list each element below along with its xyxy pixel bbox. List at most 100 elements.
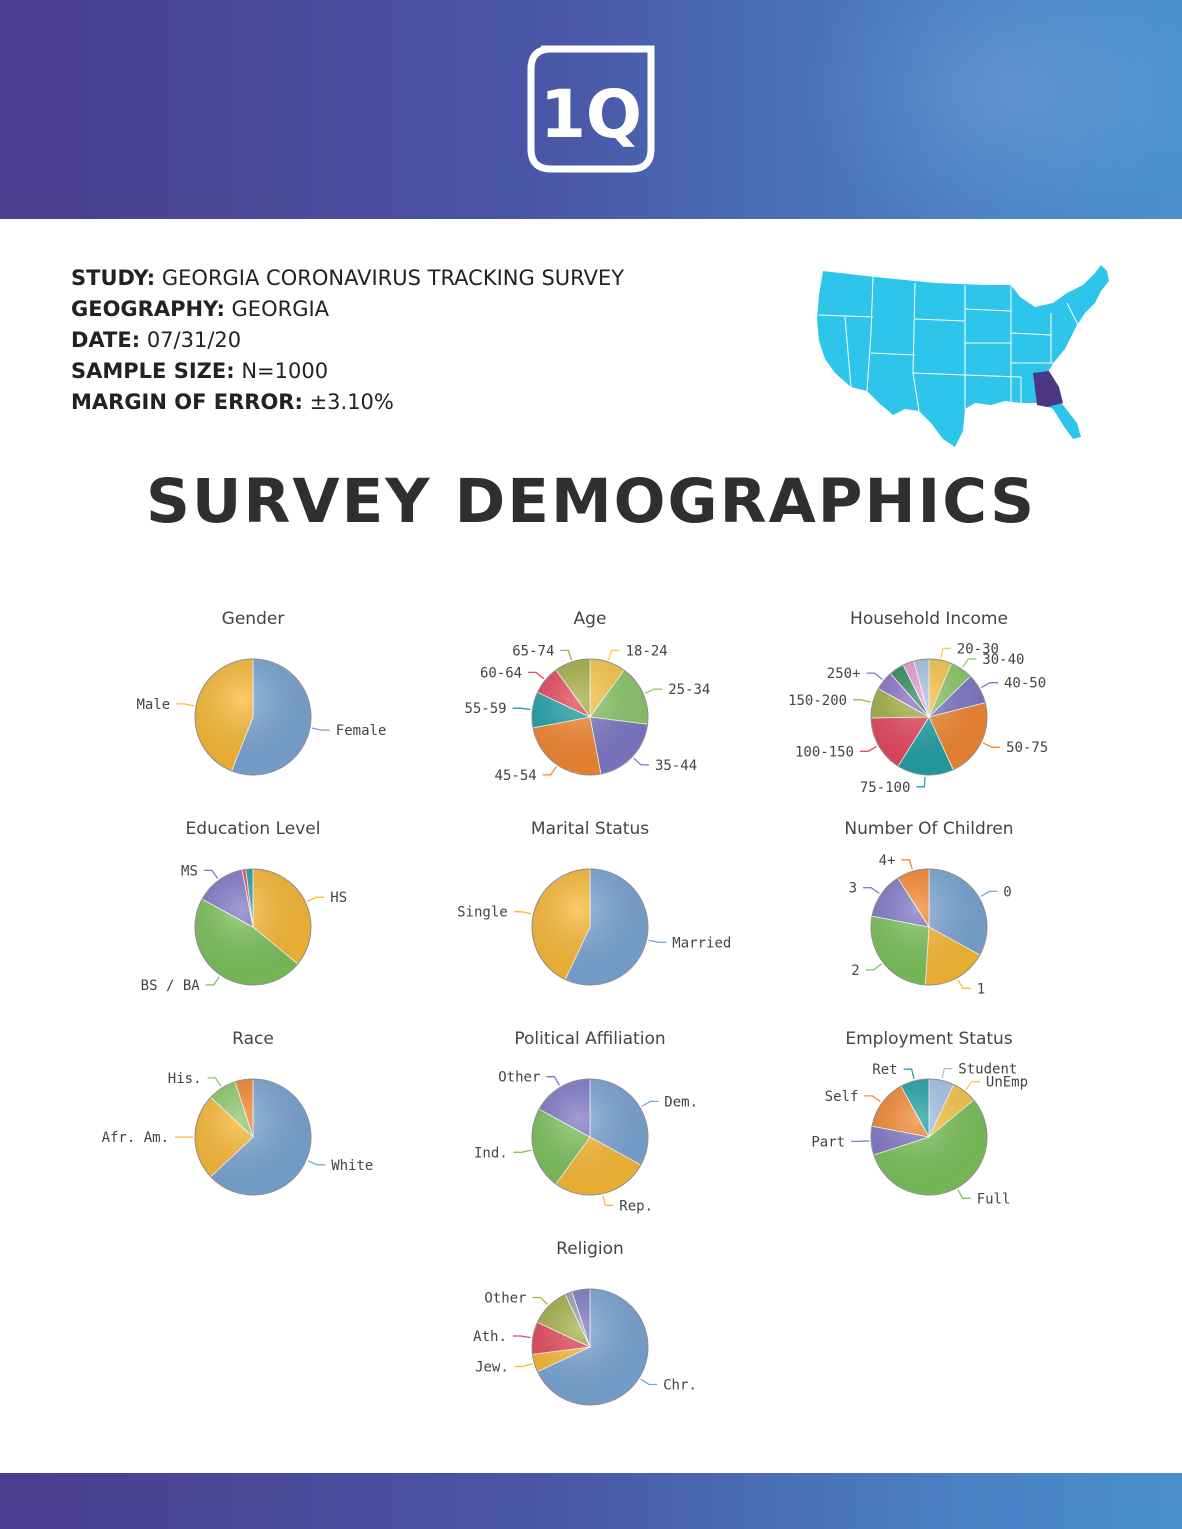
leader-line-3 bbox=[863, 887, 880, 894]
slice-label-full: Full bbox=[977, 1191, 1011, 1207]
slice-label-35-44: 35-44 bbox=[655, 758, 697, 774]
pie-outline bbox=[531, 868, 649, 986]
slice-label-jew: Jew. bbox=[475, 1360, 509, 1376]
leader-line-25-34 bbox=[644, 688, 663, 694]
leader-line-ath bbox=[512, 1335, 531, 1339]
pie-outline bbox=[870, 1078, 988, 1196]
us-map bbox=[817, 265, 1109, 447]
margin-of-error-row: MARGIN OF ERROR: ±3.10% bbox=[71, 387, 624, 418]
leader-line-0 bbox=[980, 890, 998, 898]
pie-outline bbox=[870, 658, 988, 776]
slice-label-self: Self bbox=[825, 1089, 859, 1105]
leader-line-100-150 bbox=[860, 745, 878, 752]
state-borders bbox=[818, 276, 1084, 412]
slice-label-250: 250+ bbox=[827, 666, 861, 682]
geography-row: GEOGRAPHY: GEORGIA bbox=[71, 294, 624, 325]
leader-line-self bbox=[864, 1095, 881, 1103]
pie-outline bbox=[531, 658, 649, 776]
leader-line-white bbox=[307, 1160, 326, 1166]
chart-title-education-level: Education Level bbox=[186, 819, 321, 839]
leader-line-250 bbox=[866, 672, 883, 680]
slice-label-65-74: 65-74 bbox=[512, 643, 554, 659]
slice-label-ath: Ath. bbox=[473, 1329, 507, 1345]
chart-title-age: Age bbox=[574, 609, 607, 629]
slice-label-18-24: 18-24 bbox=[626, 643, 668, 659]
leader-line-full bbox=[957, 1189, 971, 1199]
sample-size-key: SAMPLE SIZE: bbox=[71, 359, 235, 383]
slice-label-25-34: 25-34 bbox=[668, 682, 710, 698]
leader-line-ret bbox=[903, 1068, 915, 1080]
leader-line-50-75 bbox=[982, 742, 1001, 748]
georgia-state bbox=[1033, 371, 1063, 407]
slice-label-2: 2 bbox=[851, 963, 859, 979]
leader-line-jew bbox=[514, 1363, 533, 1368]
study-info: STUDY: GEORGIA CORONAVIRUS TRACKING SURV… bbox=[71, 263, 624, 418]
slice-label-male: Male bbox=[136, 697, 170, 713]
slice-label-150-200: 150-200 bbox=[788, 693, 847, 709]
leader-line-student bbox=[941, 1068, 953, 1079]
slice-label-unemp: UnEmp bbox=[986, 1075, 1028, 1091]
slice-label-bs-ba: BS / BA bbox=[141, 978, 201, 994]
leader-line-other bbox=[532, 1296, 549, 1306]
slice-label-hs: HS bbox=[330, 890, 347, 906]
slice-label-1: 1 bbox=[977, 981, 985, 997]
sample-size-value: N=1000 bbox=[241, 359, 329, 383]
slice-label-white: White bbox=[331, 1158, 373, 1174]
leader-line-hs bbox=[307, 896, 325, 903]
slice-label-single: Single bbox=[457, 905, 508, 921]
us-outline bbox=[817, 265, 1109, 447]
header-glow bbox=[802, 0, 1182, 219]
slice-label-45-54: 45-54 bbox=[495, 768, 537, 784]
chart-title-employment-status: Employment Status bbox=[845, 1029, 1012, 1049]
leader-line-75-100 bbox=[916, 776, 926, 788]
slice-label-married: Married bbox=[672, 935, 731, 951]
geography-key: GEOGRAPHY: bbox=[71, 297, 225, 321]
leader-line-bs-ba bbox=[205, 976, 220, 986]
sample-size-row: SAMPLE SIZE: N=1000 bbox=[71, 356, 624, 387]
slice-label-0: 0 bbox=[1003, 884, 1011, 900]
slice-label-ret: Ret bbox=[872, 1062, 897, 1078]
leader-line-his bbox=[207, 1077, 222, 1087]
slice-label-dem: Dem. bbox=[664, 1094, 698, 1110]
slice-label-3: 3 bbox=[849, 881, 857, 897]
slice-label-part: Part bbox=[811, 1134, 845, 1150]
page-title: SURVEY DEMOGRAPHICS bbox=[145, 466, 1037, 537]
leader-line-40-50 bbox=[980, 682, 998, 689]
leader-line-45-54 bbox=[542, 766, 557, 776]
study-key: STUDY: bbox=[71, 266, 156, 290]
leader-line-dem bbox=[641, 1100, 659, 1108]
slice-label-30-40: 30-40 bbox=[982, 652, 1024, 668]
slice-label-100-150: 100-150 bbox=[795, 744, 854, 760]
slice-label-student: Student bbox=[958, 1062, 1017, 1078]
slice-label-other: Other bbox=[498, 1070, 540, 1086]
logo-text: 1Q bbox=[540, 76, 642, 153]
leader-line-male bbox=[176, 703, 195, 707]
brand-logo: 1Q bbox=[527, 45, 655, 173]
date-value: 07/31/20 bbox=[146, 328, 242, 352]
leader-line-55-59 bbox=[512, 707, 531, 711]
chart-title-number-of-children: Number Of Children bbox=[844, 819, 1013, 839]
leader-line-other bbox=[546, 1076, 561, 1086]
slice-label-60-64: 60-64 bbox=[480, 665, 522, 681]
leader-line-female bbox=[311, 727, 330, 731]
slice-label-female: Female bbox=[336, 723, 387, 739]
slice-label-other: Other bbox=[484, 1291, 526, 1307]
slice-label-rep: Rep. bbox=[619, 1198, 653, 1214]
footer-banner bbox=[0, 1473, 1182, 1529]
leader-line-35-44 bbox=[633, 757, 649, 766]
leader-line-unemp bbox=[965, 1081, 980, 1090]
pie-outline bbox=[531, 1288, 649, 1406]
slice-label-afr-am: Afr. Am. bbox=[102, 1130, 169, 1146]
slice-label-4: 4+ bbox=[879, 853, 896, 869]
chart-title-gender: Gender bbox=[222, 609, 285, 629]
pie-outline bbox=[194, 658, 312, 776]
pie-outline bbox=[870, 868, 988, 986]
chart-title-household-income: Household Income bbox=[850, 609, 1008, 629]
slice-label-ms: MS bbox=[181, 863, 198, 879]
study-value: GEORGIA CORONAVIRUS TRACKING SURVEY bbox=[161, 266, 625, 290]
leader-line-18-24 bbox=[607, 649, 620, 661]
pie-outline bbox=[194, 868, 312, 986]
margin-of-error-key: MARGIN OF ERROR: bbox=[71, 390, 303, 414]
leader-line-65-74 bbox=[560, 649, 573, 661]
